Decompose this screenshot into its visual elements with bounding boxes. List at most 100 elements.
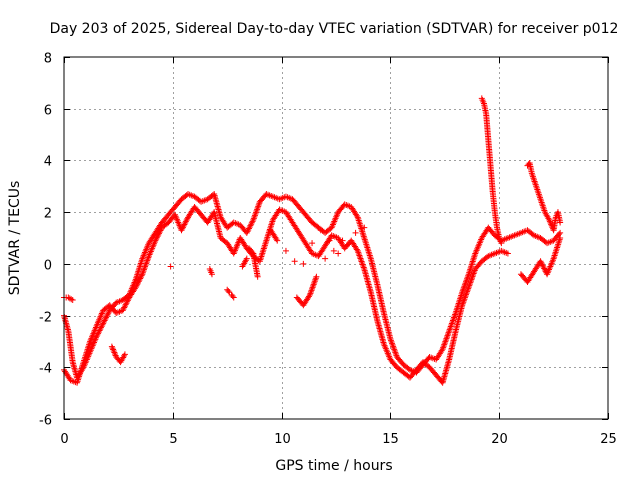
x-tick-label: 15 [382,432,399,447]
data-point [274,237,281,244]
y-tick-label: 8 [44,52,52,67]
data-point [548,221,555,228]
data-point [248,219,255,226]
data-point [353,212,360,219]
data-point [546,218,553,225]
data-point [225,288,232,295]
data-point [243,255,250,262]
data-point [504,250,511,257]
data-point [183,217,190,224]
data-point [93,333,100,340]
data-point [546,216,553,223]
data-point [111,349,118,356]
data-point [137,274,144,281]
data-point [124,298,131,305]
data-point [539,262,546,269]
x-tick-label: 10 [274,432,291,447]
data-point [138,272,145,279]
data-point [179,225,186,232]
grid-lines [64,57,608,419]
data-point [343,242,350,249]
data-point [121,304,128,311]
data-point [249,249,256,256]
data-point [133,282,140,289]
data-point [122,301,129,308]
data-point [249,218,256,225]
data-point [181,221,188,228]
data-point [154,233,161,240]
y-tick-label: -4 [39,362,52,377]
data-point [100,320,107,327]
data-point [103,313,110,320]
x-tick-label: 0 [60,432,68,447]
data-point [105,310,112,317]
data-point [157,227,164,234]
data-point [101,317,108,324]
data-point [110,346,117,353]
y-tick-label: -6 [39,414,52,429]
data-point [305,293,312,300]
data-point [254,273,261,280]
data-point [102,316,109,323]
data-point [178,227,185,234]
data-point [317,227,324,234]
y-tick-label: 4 [44,155,52,170]
data-point [123,300,130,307]
data-point [103,314,110,321]
data-point [538,259,545,266]
data-point [557,229,564,236]
data-point [538,261,545,268]
data-point [330,247,337,254]
data-point [229,293,236,300]
data-point [155,231,162,238]
data-point [152,237,159,244]
data-point [246,224,253,231]
data-point [135,278,142,285]
data-point [248,221,255,228]
data-point [273,236,280,243]
data-point [243,229,250,236]
data-point [352,229,359,236]
data-point [119,307,126,314]
y-tick-label: 2 [44,207,52,222]
data-point [137,275,144,282]
data-point [182,220,189,227]
y-tick-label: -2 [39,311,52,326]
data-point [537,258,544,265]
data-point [134,281,141,288]
x-axis-label: GPS time / hours [275,458,392,474]
data-point [100,318,107,325]
data-point [247,222,254,229]
data-point [121,303,128,310]
data-point [557,219,564,226]
data-point [556,231,563,238]
data-point [180,222,187,229]
data-point [326,237,333,244]
data-point [153,236,160,243]
data-point [136,276,143,283]
data-point [156,228,163,235]
data-point [208,271,215,278]
data-point [124,297,131,304]
data-point [313,273,320,280]
data-point [132,284,139,291]
data-point [182,218,189,225]
data-point [108,343,115,350]
data-point [121,351,128,358]
data-point [69,297,76,304]
data-point [134,279,141,286]
data-point [153,234,160,241]
data-point [111,350,118,357]
x-tick-label: 20 [491,432,508,447]
data-point [361,224,368,231]
y-axis-label: SDTVAR / TECUs [7,181,23,296]
data-point [110,348,117,355]
data-points [61,95,564,386]
data-point [156,230,163,237]
data-point [353,246,360,253]
data-point [282,247,289,254]
data-point [540,264,547,271]
data-point [179,224,186,231]
